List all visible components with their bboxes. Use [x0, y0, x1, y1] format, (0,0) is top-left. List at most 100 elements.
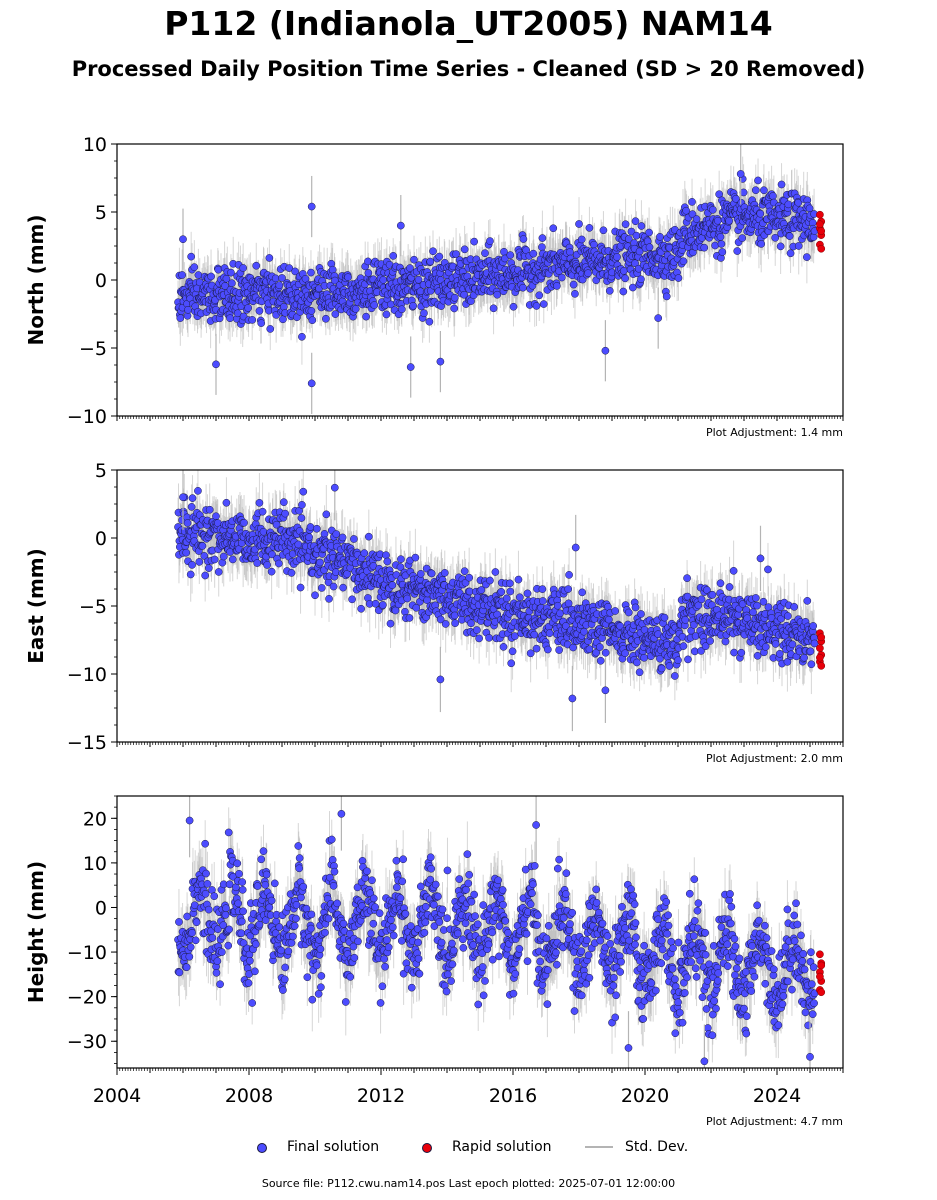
- final-point: [470, 237, 478, 246]
- final-point: [662, 292, 671, 301]
- final-point: [204, 564, 213, 572]
- final-point: [371, 599, 380, 608]
- final-point: [379, 276, 388, 284]
- final-point: [263, 561, 271, 569]
- final-point: [489, 304, 498, 313]
- rapid-point: [817, 227, 826, 235]
- final-point: [308, 316, 317, 325]
- final-point: [621, 220, 630, 229]
- final-point: [320, 530, 329, 538]
- final-point: [575, 220, 583, 228]
- final-point: [688, 198, 696, 206]
- final-point: [331, 310, 340, 318]
- final-point: [179, 235, 187, 244]
- final-point: [406, 363, 415, 371]
- final-point: [244, 304, 252, 312]
- final-point: [344, 273, 352, 282]
- final-point: [627, 227, 636, 236]
- final-point: [272, 520, 281, 529]
- final-point: [317, 584, 326, 592]
- final-point: [176, 314, 185, 322]
- final-point: [297, 514, 306, 522]
- final-point: [538, 234, 547, 242]
- final-point: [713, 216, 722, 225]
- final-point: [776, 242, 785, 251]
- final-point: [298, 332, 306, 341]
- final-point: [281, 509, 290, 518]
- final-point: [252, 261, 261, 270]
- final-point: [493, 290, 502, 299]
- final-point: [201, 571, 210, 580]
- final-point: [338, 533, 347, 542]
- final-point: [240, 518, 248, 527]
- final-point: [619, 267, 628, 275]
- final-point: [539, 300, 548, 308]
- final-point: [771, 233, 780, 242]
- final-point: [350, 535, 358, 543]
- final-point: [718, 248, 727, 256]
- final-point: [190, 263, 199, 271]
- final-point: [396, 221, 405, 230]
- final-point: [654, 314, 663, 322]
- final-point: [298, 501, 306, 509]
- final-point: [307, 307, 316, 315]
- final-point: [557, 273, 566, 282]
- final-point: [214, 265, 223, 274]
- final-point: [756, 209, 765, 218]
- final-point: [210, 555, 219, 564]
- final-point: [348, 595, 356, 604]
- final-point: [370, 301, 379, 309]
- final-point: [656, 232, 664, 241]
- final-point: [406, 264, 414, 272]
- final-point: [291, 267, 299, 276]
- final-point: [692, 215, 701, 223]
- final-point: [769, 192, 777, 200]
- final-point: [239, 264, 247, 272]
- plot-area: [174, 144, 826, 414]
- final-point: [255, 307, 264, 315]
- final-point: [194, 271, 203, 279]
- final-point: [738, 234, 747, 242]
- final-point: [325, 594, 333, 603]
- final-point: [188, 561, 196, 569]
- final-point: [601, 346, 610, 355]
- final-point: [307, 202, 316, 211]
- final-point: [409, 301, 417, 310]
- final-point: [452, 250, 460, 258]
- final-point: [569, 280, 578, 289]
- y-tick-label: 5: [95, 202, 107, 224]
- y-axis-label: North (mm): [24, 214, 48, 345]
- final-point: [296, 583, 305, 592]
- final-point: [257, 319, 266, 327]
- final-point: [322, 510, 331, 519]
- final-point: [784, 200, 793, 209]
- final-point: [221, 282, 229, 290]
- final-point: [585, 224, 594, 232]
- final-point: [549, 224, 558, 233]
- final-point: [360, 549, 369, 557]
- final-point: [584, 269, 592, 278]
- final-point: [212, 512, 220, 521]
- final-point: [178, 271, 186, 279]
- final-point: [322, 314, 330, 323]
- final-point: [389, 252, 398, 260]
- final-point: [732, 194, 740, 203]
- final-point: [255, 498, 264, 507]
- final-point: [578, 275, 587, 284]
- final-point: [195, 558, 204, 566]
- final-point: [278, 274, 286, 282]
- final-point: [717, 240, 726, 248]
- final-point: [553, 282, 561, 290]
- final-point: [198, 542, 207, 550]
- final-point: [351, 305, 360, 313]
- final-point: [187, 503, 196, 511]
- final-point: [312, 524, 321, 533]
- final-point: [279, 315, 287, 324]
- final-point: [339, 583, 347, 592]
- final-point: [275, 559, 283, 568]
- final-point: [397, 305, 406, 314]
- final-point: [628, 283, 637, 292]
- y-tick-label: −5: [79, 338, 107, 360]
- final-point: [227, 268, 235, 277]
